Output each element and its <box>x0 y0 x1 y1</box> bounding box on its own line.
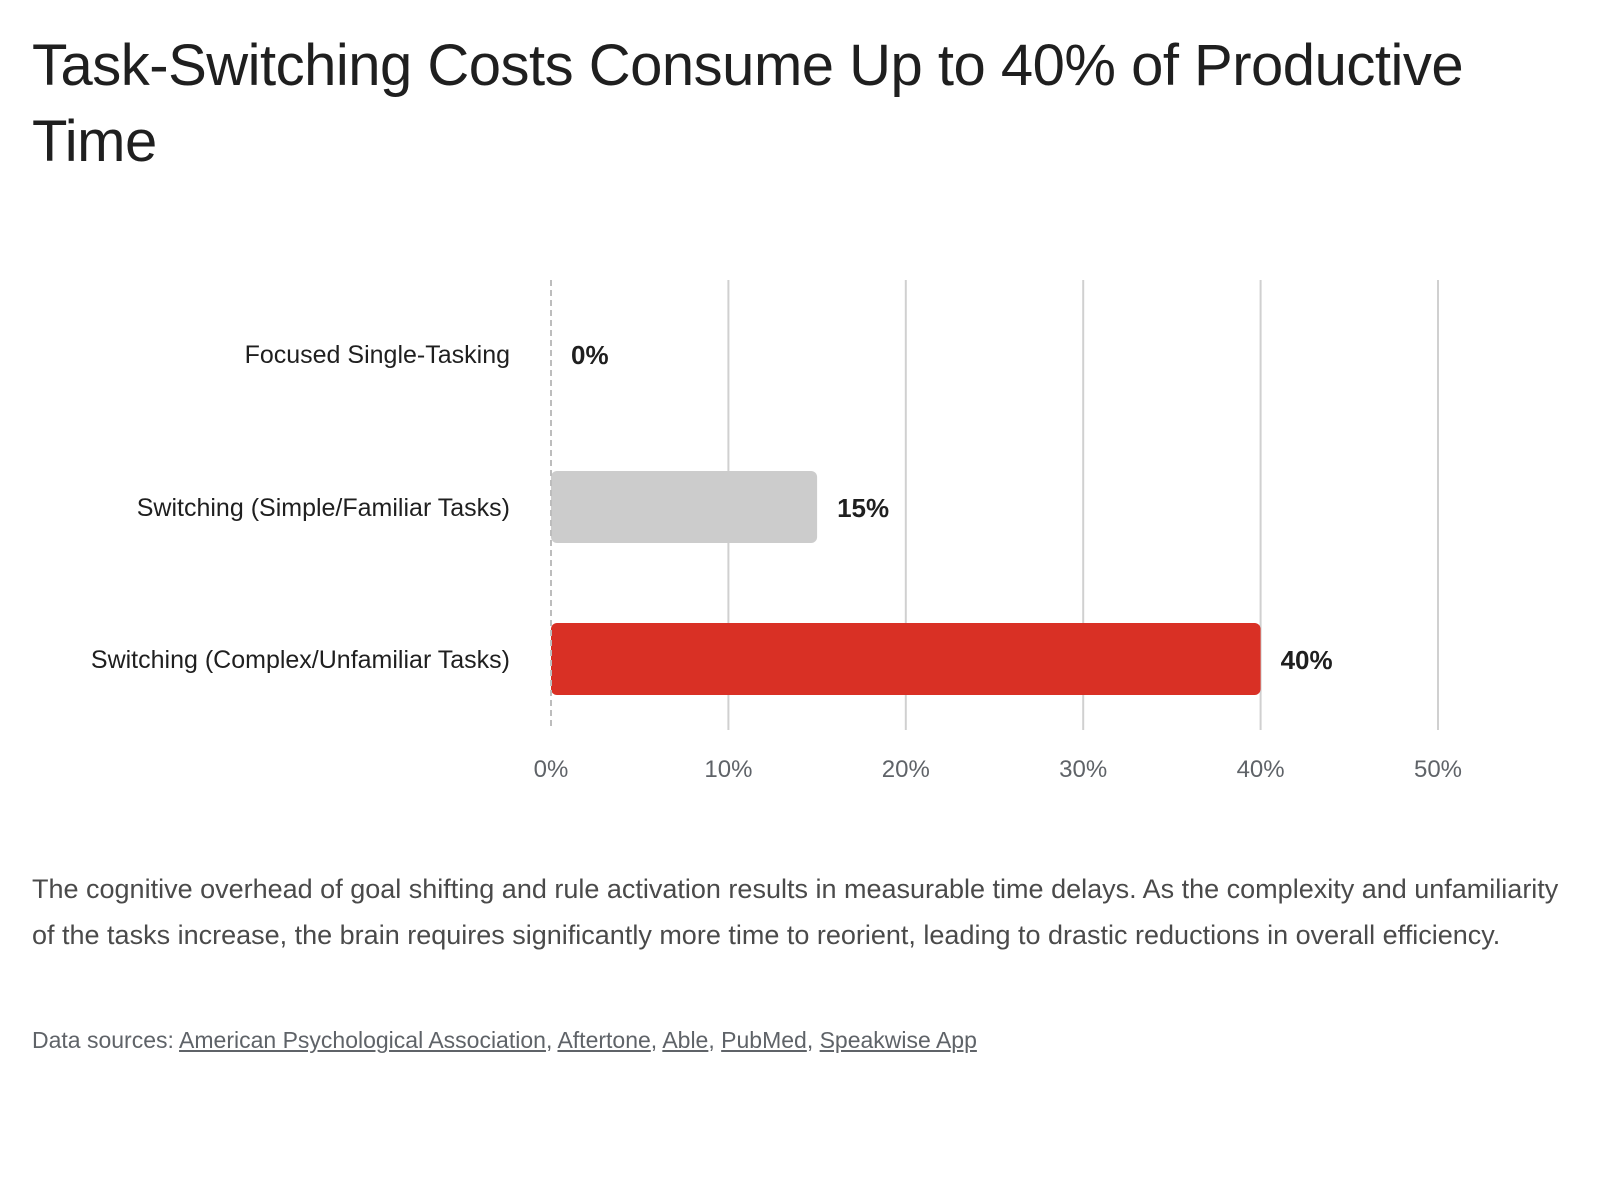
category-label-1: Switching (Simple/Familiar Tasks) <box>137 494 510 522</box>
category-label-2: Switching (Complex/Unfamiliar Tasks) <box>91 646 510 674</box>
value-label-0: 0% <box>571 340 609 370</box>
bar-chart: 0% 10% 20% 30% 40% 50% Focused Single-Tasking 0… <box>91 280 1462 783</box>
source-link-speakwise[interactable]: Speakwise App <box>819 1027 977 1053</box>
source-link-aftertone[interactable]: Aftertone <box>557 1027 651 1053</box>
x-tick-label-20: 20% <box>882 756 930 783</box>
bar-2 <box>551 623 1261 695</box>
category-label-0: Focused Single-Tasking <box>245 341 510 369</box>
data-sources: Data sources: American Psychological Ass… <box>32 1027 977 1053</box>
source-link-able[interactable]: Able <box>662 1027 709 1053</box>
data-sources-label: Data sources: <box>32 1027 174 1053</box>
chart-labels: 0% 10% 20% 30% 40% 50% Focused Single-Tasking 0… <box>91 340 1462 783</box>
bar-1 <box>551 471 818 543</box>
value-label-1: 15% <box>837 493 889 523</box>
value-label-2: 40% <box>1281 645 1333 675</box>
x-tick-label-0: 0% <box>534 756 569 783</box>
page-title: Task-Switching Costs Consume Up to 40% o… <box>32 33 1464 174</box>
chart-bars <box>551 471 1261 695</box>
x-tick-label-10: 10% <box>704 756 752 783</box>
source-link-pubmed[interactable]: PubMed <box>721 1027 807 1053</box>
chart-description: The cognitive overhead of goal shifting … <box>32 874 1559 950</box>
x-tick-label-50: 50% <box>1414 756 1462 783</box>
x-tick-label-30: 30% <box>1059 756 1107 783</box>
source-link-apa[interactable]: American Psychological Association <box>179 1027 546 1053</box>
x-tick-label-40: 40% <box>1237 756 1285 783</box>
